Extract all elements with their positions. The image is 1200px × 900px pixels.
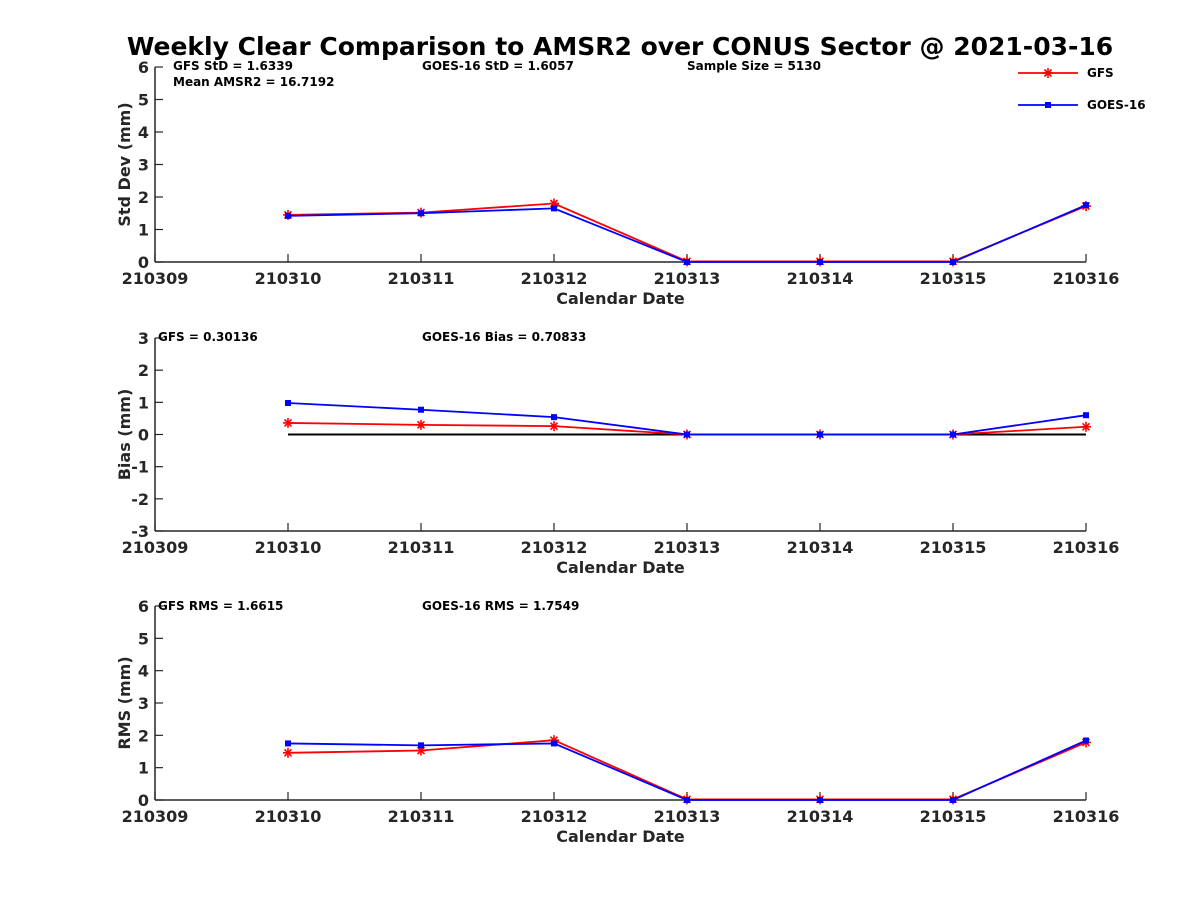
x-tick-label: 210309: [122, 807, 189, 826]
y-tick-label: 4: [138, 662, 149, 681]
stat-annotation: Mean AMSR2 = 16.7192: [173, 75, 334, 89]
data-point-goes-16: [418, 742, 424, 749]
y-tick-label: 2: [138, 188, 149, 207]
stat-annotation: GOES-16 StD = 1.6057: [422, 59, 574, 73]
data-point-goes-16: [418, 210, 424, 217]
x-tick-label: 210314: [787, 538, 854, 557]
y-tick-label: -3: [131, 522, 149, 541]
stat-annotation: GOES-16 RMS = 1.7549: [422, 599, 579, 613]
series-line-gfs: [287, 739, 1087, 801]
x-tick-label: 210313: [654, 807, 721, 826]
y-tick-label: 2: [138, 726, 149, 745]
y-axis-label: RMS (mm): [115, 656, 134, 749]
y-tick-label: 1: [138, 759, 149, 778]
y-tick-label: -2: [131, 490, 149, 509]
data-point-gfs: [549, 421, 559, 432]
panel-stddev: 210309 210310 210311 210312 210313 210314 2103…: [115, 58, 1146, 308]
x-tick-label: 210313: [654, 269, 721, 288]
x-tick-label: 210311: [388, 269, 455, 288]
y-tick-label: 0: [138, 426, 149, 445]
x-tick-label: 210311: [388, 538, 455, 557]
data-point-gfs: [283, 747, 293, 758]
y-tick-label: 0: [138, 791, 149, 810]
y-tick-label: 6: [138, 58, 149, 77]
legend-marker: [1043, 68, 1053, 78]
legend: GFS GOES-16: [1018, 66, 1146, 112]
x-tick-label: 210312: [521, 807, 588, 826]
x-tick-label: 210314: [787, 269, 854, 288]
x-tick-label: 210315: [920, 269, 987, 288]
x-tick-label: 210309: [122, 269, 189, 288]
data-point-goes-16: [684, 431, 690, 438]
legend-label: GOES-16: [1087, 98, 1146, 112]
x-tick-label: 210310: [255, 538, 322, 557]
panel-rms: 210309 210310 210311 210312 210313 210314 2103…: [115, 597, 1119, 846]
y-tick-label: 2: [138, 361, 149, 380]
data-point-goes-16: [1083, 202, 1089, 209]
data-point-goes-16: [551, 414, 557, 421]
data-point-goes-16: [817, 259, 823, 265]
y-tick-label: 4: [138, 123, 149, 142]
chart-title: Weekly Clear Comparison to AMSR2 over CO…: [127, 32, 1113, 61]
stat-annotation: GOES-16 Bias = 0.70833: [422, 330, 586, 344]
panel-bias: 210309 210310 210311 210312 210313 210314 2103…: [115, 329, 1119, 577]
data-point-goes-16: [817, 431, 823, 438]
x-axis-label: Calendar Date: [556, 827, 685, 846]
x-tick-label: 210316: [1053, 807, 1120, 826]
data-point-goes-16: [1083, 737, 1089, 744]
data-point-goes-16: [684, 797, 690, 803]
series-line-gfs: [287, 202, 1087, 263]
x-axis-label: Calendar Date: [556, 558, 685, 577]
data-point-goes-16: [950, 431, 956, 438]
y-tick-label: 3: [138, 694, 149, 713]
x-tick-label: 210315: [920, 538, 987, 557]
x-tick-label: 210312: [521, 269, 588, 288]
y-tick-label: 6: [138, 597, 149, 616]
data-point-goes-16: [684, 259, 690, 265]
y-tick-label: 1: [138, 393, 149, 412]
x-tick-label: 210314: [787, 807, 854, 826]
x-tick-label: 210311: [388, 807, 455, 826]
data-point-goes-16: [285, 399, 291, 406]
data-point-goes-16: [950, 797, 956, 803]
y-axis-label: Std Dev (mm): [115, 102, 134, 226]
y-tick-label: 3: [138, 329, 149, 348]
data-point-goes-16: [950, 259, 956, 265]
series-line-goes-16: [287, 204, 1087, 263]
x-tick-label: 210310: [255, 269, 322, 288]
data-point-goes-16: [418, 406, 424, 413]
x-tick-label: 210315: [920, 807, 987, 826]
y-tick-label: 5: [138, 629, 149, 648]
y-tick-label: 1: [138, 221, 149, 240]
legend-label: GFS: [1087, 66, 1114, 80]
y-tick-label: 3: [138, 156, 149, 175]
data-point-goes-16: [551, 205, 557, 212]
stat-annotation: Sample Size = 5130: [687, 59, 821, 73]
legend-marker: [1045, 102, 1051, 108]
x-tick-label: 210316: [1053, 269, 1120, 288]
data-point-gfs: [416, 419, 426, 430]
data-point-goes-16: [285, 212, 291, 219]
data-point-goes-16: [285, 740, 291, 747]
data-point-goes-16: [1083, 412, 1089, 419]
stat-annotation: GFS = 0.30136: [158, 330, 258, 344]
stat-annotation: GFS StD = 1.6339: [173, 59, 293, 73]
data-point-goes-16: [551, 740, 557, 747]
x-tick-label: 210312: [521, 538, 588, 557]
data-point-gfs: [1081, 421, 1091, 432]
x-tick-label: 210309: [122, 538, 189, 557]
y-tick-label: 5: [138, 91, 149, 110]
x-tick-label: 210310: [255, 807, 322, 826]
x-axis-label: Calendar Date: [556, 289, 685, 308]
series-line-goes-16: [287, 739, 1087, 801]
x-tick-label: 210313: [654, 538, 721, 557]
y-tick-label: 0: [138, 253, 149, 272]
x-tick-label: 210316: [1053, 538, 1120, 557]
data-point-gfs: [283, 417, 293, 428]
data-point-goes-16: [817, 797, 823, 803]
y-tick-label: -1: [131, 458, 149, 477]
y-axis-label: Bias (mm): [115, 389, 134, 481]
stat-annotation: GFS RMS = 1.6615: [158, 599, 283, 613]
